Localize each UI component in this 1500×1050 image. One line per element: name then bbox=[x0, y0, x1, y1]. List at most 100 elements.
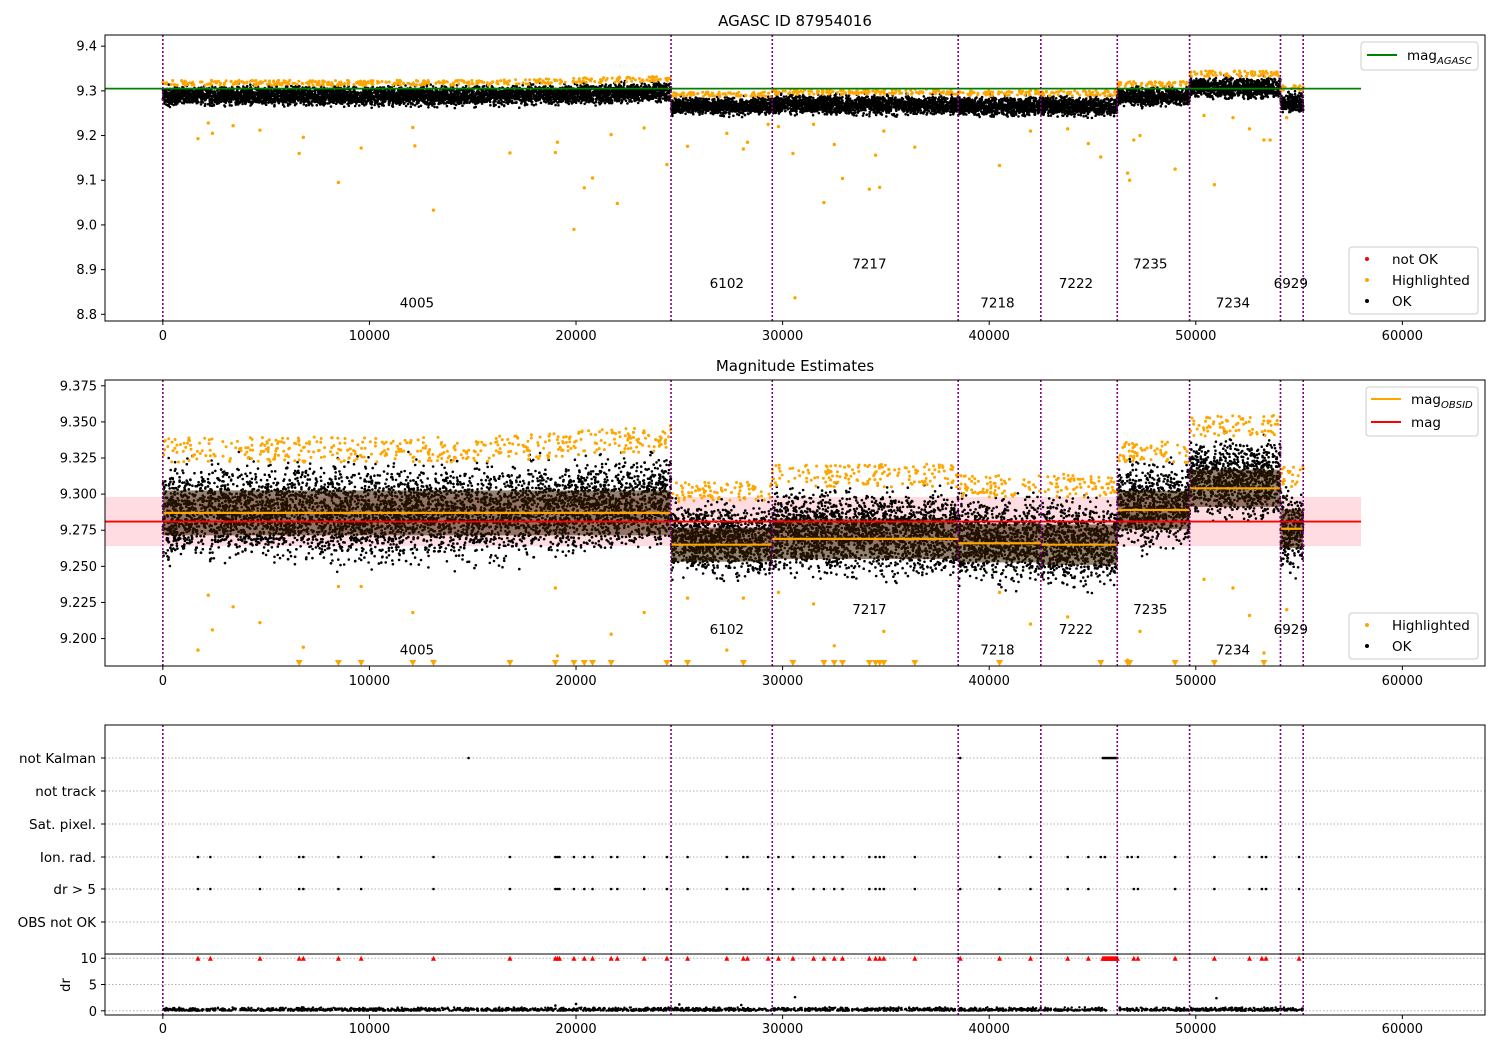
ok-point bbox=[447, 98, 451, 101]
ok-point bbox=[446, 95, 449, 98]
ok-point bbox=[354, 94, 357, 98]
ok-point bbox=[304, 104, 308, 107]
ok-point bbox=[431, 85, 435, 88]
ok-point bbox=[407, 96, 410, 100]
ok-point bbox=[425, 100, 429, 104]
ok-point bbox=[602, 92, 605, 95]
ok-point bbox=[193, 98, 196, 101]
ok-point bbox=[499, 91, 503, 95]
ok-point bbox=[548, 98, 552, 101]
ok-point bbox=[255, 100, 258, 104]
ok-point bbox=[263, 96, 267, 99]
ok-point bbox=[606, 97, 610, 101]
ok-point bbox=[317, 90, 320, 93]
ok-point bbox=[530, 83, 533, 86]
ok-point bbox=[438, 90, 441, 93]
ok-point bbox=[405, 92, 408, 95]
ok-point bbox=[441, 89, 445, 93]
ok-point bbox=[532, 95, 535, 98]
ok-point bbox=[376, 100, 379, 103]
ok-point bbox=[660, 91, 664, 95]
ok-point bbox=[456, 95, 459, 98]
ok-point bbox=[406, 102, 410, 106]
ok-point bbox=[513, 85, 517, 88]
ok-point bbox=[500, 100, 504, 103]
ok-point bbox=[310, 90, 314, 93]
ok-point bbox=[488, 97, 492, 101]
ok-point bbox=[200, 98, 203, 102]
ok-point bbox=[324, 95, 327, 99]
ok-point bbox=[256, 92, 260, 96]
ok-point bbox=[433, 105, 436, 109]
ok-point bbox=[525, 95, 529, 98]
ok-point bbox=[528, 91, 531, 95]
ok-point bbox=[459, 101, 462, 105]
ok-point bbox=[471, 95, 474, 98]
ok-point bbox=[485, 93, 489, 96]
ok-point bbox=[554, 103, 557, 107]
ok-point bbox=[272, 93, 275, 96]
ok-point bbox=[433, 102, 436, 106]
ok-point bbox=[493, 92, 496, 95]
ok-point bbox=[620, 100, 624, 104]
ok-point bbox=[502, 104, 506, 108]
ok-point bbox=[480, 102, 484, 105]
ok-point bbox=[480, 90, 484, 93]
ok-point bbox=[598, 98, 601, 101]
ok-point bbox=[502, 100, 506, 104]
ok-point bbox=[559, 100, 562, 103]
ok-point bbox=[644, 95, 647, 98]
ok-point bbox=[434, 92, 437, 95]
ok-point bbox=[541, 97, 545, 101]
ok-point bbox=[385, 96, 388, 100]
ok-point bbox=[443, 85, 446, 88]
ok-point bbox=[329, 105, 333, 108]
ok-point bbox=[530, 103, 534, 106]
ok-point bbox=[249, 83, 252, 86]
ok-point bbox=[332, 92, 336, 96]
ok-point bbox=[253, 93, 256, 96]
ok-point bbox=[174, 98, 177, 101]
ok-point bbox=[453, 102, 456, 106]
ok-point bbox=[401, 98, 404, 101]
ok-point bbox=[481, 99, 485, 102]
ok-point bbox=[274, 97, 278, 100]
ok-point bbox=[514, 94, 518, 98]
ok-point bbox=[429, 99, 433, 102]
ok-point bbox=[209, 104, 212, 107]
ok-point bbox=[166, 96, 170, 100]
ok-point bbox=[427, 95, 430, 99]
ok-point bbox=[249, 95, 252, 98]
ok-point bbox=[177, 100, 180, 103]
ok-point bbox=[245, 84, 249, 88]
ok-point bbox=[494, 100, 497, 103]
ok-point bbox=[445, 104, 449, 108]
ok-point bbox=[420, 92, 423, 96]
ok-point bbox=[171, 92, 175, 96]
ok-point bbox=[590, 92, 593, 96]
ok-point bbox=[292, 94, 296, 97]
ok-point bbox=[575, 83, 579, 87]
ok-point bbox=[413, 104, 417, 107]
ok-point bbox=[433, 95, 436, 99]
ok-point bbox=[199, 103, 203, 106]
ok-point bbox=[286, 102, 290, 105]
ok-point bbox=[534, 98, 538, 102]
ok-point bbox=[404, 104, 408, 108]
ok-point bbox=[596, 89, 599, 93]
ok-point bbox=[564, 85, 568, 88]
ok-point bbox=[174, 92, 177, 96]
ok-point bbox=[371, 85, 375, 88]
ok-point bbox=[289, 91, 292, 95]
ok-point bbox=[386, 84, 390, 88]
ok-point bbox=[260, 93, 264, 96]
ok-point bbox=[205, 92, 209, 95]
ok-point bbox=[599, 85, 602, 88]
ok-point bbox=[639, 84, 643, 88]
ok-point bbox=[314, 95, 318, 98]
ok-point bbox=[387, 103, 391, 107]
ok-point bbox=[269, 89, 273, 92]
ok-point bbox=[557, 104, 560, 107]
ok-point bbox=[280, 95, 283, 98]
ok-point bbox=[441, 92, 445, 95]
